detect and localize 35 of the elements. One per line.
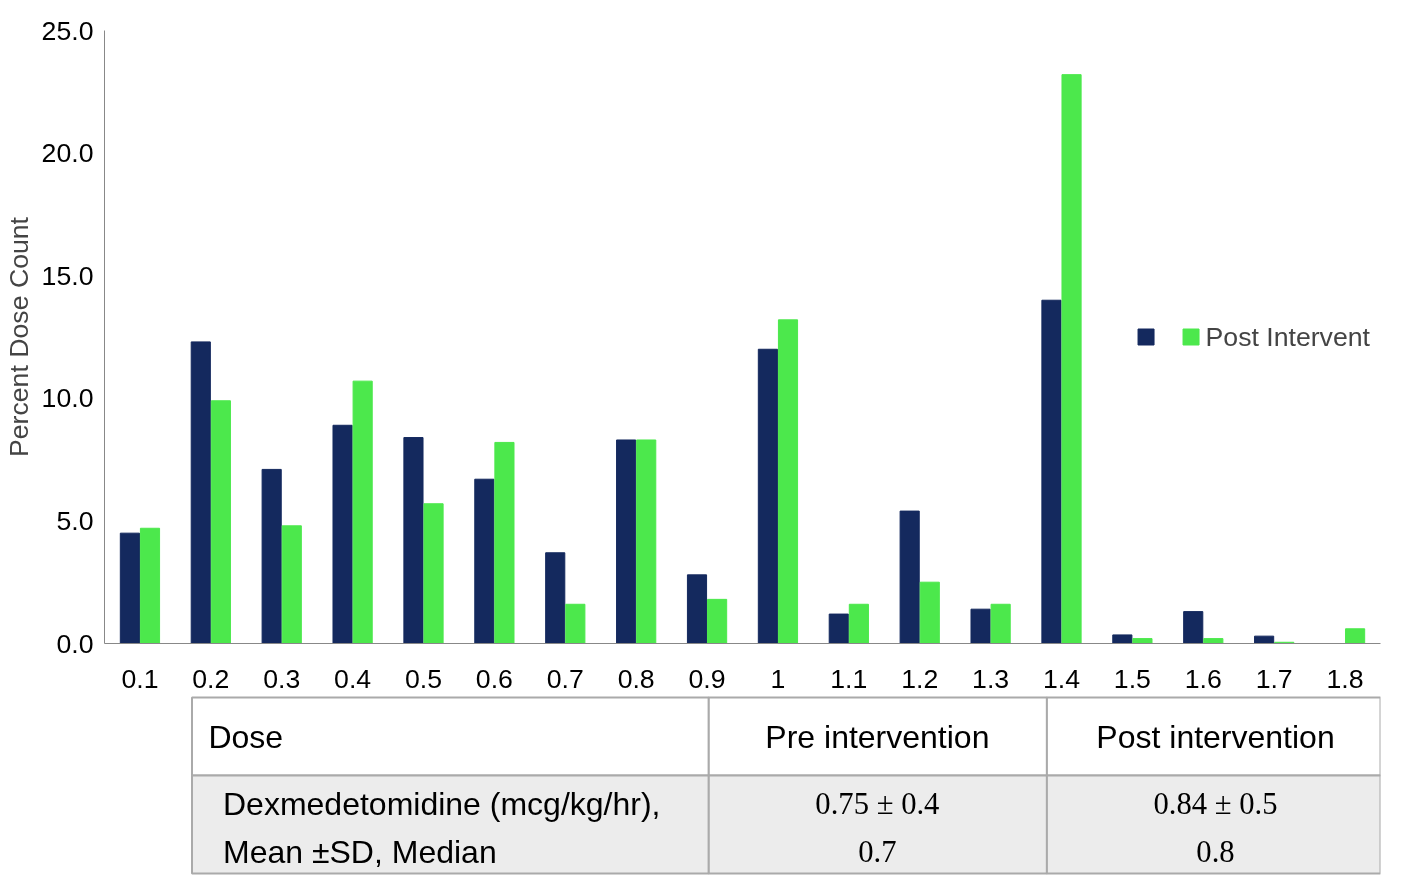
x-tick-label: 0.5 — [404, 663, 443, 694]
text: Pre intervention — [765, 718, 990, 755]
x-tick-label: 0.8 — [617, 663, 655, 694]
x-tick-label: 1.1 — [830, 663, 868, 694]
x-tick-label: 0.7 — [546, 663, 584, 694]
text: Dose — [208, 718, 284, 755]
x-tick-label: 1.3 — [972, 663, 1010, 694]
x-tick-label: 0.3 — [263, 663, 301, 694]
x-tick-label: 1.2 — [901, 663, 939, 694]
text: Dexmedetomidine (mcg/kg/hr), — [222, 785, 661, 822]
y-tick-label: 10.0 — [41, 383, 94, 414]
text: 0.84 ± 0.5 — [1153, 786, 1278, 821]
x-tick-label: 1.4 — [1042, 663, 1081, 694]
x-tick-label: 0.9 — [688, 663, 726, 694]
text: 0.8 — [1196, 835, 1235, 869]
x-tick-label: 0.2 — [192, 663, 230, 694]
text: 0.75 ± 0.4 — [815, 786, 940, 821]
y-tick-label: 0.0 — [56, 628, 94, 659]
x-tick-label: 1.5 — [1113, 663, 1151, 694]
x-tick-label: 0.6 — [475, 663, 513, 694]
text: Post intervention — [1096, 718, 1335, 755]
y-tick-label: 15.0 — [41, 260, 94, 291]
legend-label: Post Intervent — [1205, 321, 1370, 352]
y-tick-label: 5.0 — [56, 505, 94, 536]
x-tick-label: 0.1 — [121, 663, 159, 694]
y-tick-label: 25.0 — [41, 15, 94, 46]
x-tick-label: 1.8 — [1326, 663, 1364, 694]
text: 0.7 — [858, 835, 897, 869]
text: Mean ±SD, Median — [222, 833, 497, 870]
y-tick-label: 20.0 — [41, 138, 94, 169]
x-tick-label: 1 — [770, 663, 786, 694]
x-tick-label: 1.7 — [1255, 663, 1293, 694]
y-axis-title: Percent Dose Count — [3, 216, 34, 458]
x-tick-label: 0.4 — [334, 663, 372, 694]
x-tick-label: 1.6 — [1184, 663, 1222, 694]
